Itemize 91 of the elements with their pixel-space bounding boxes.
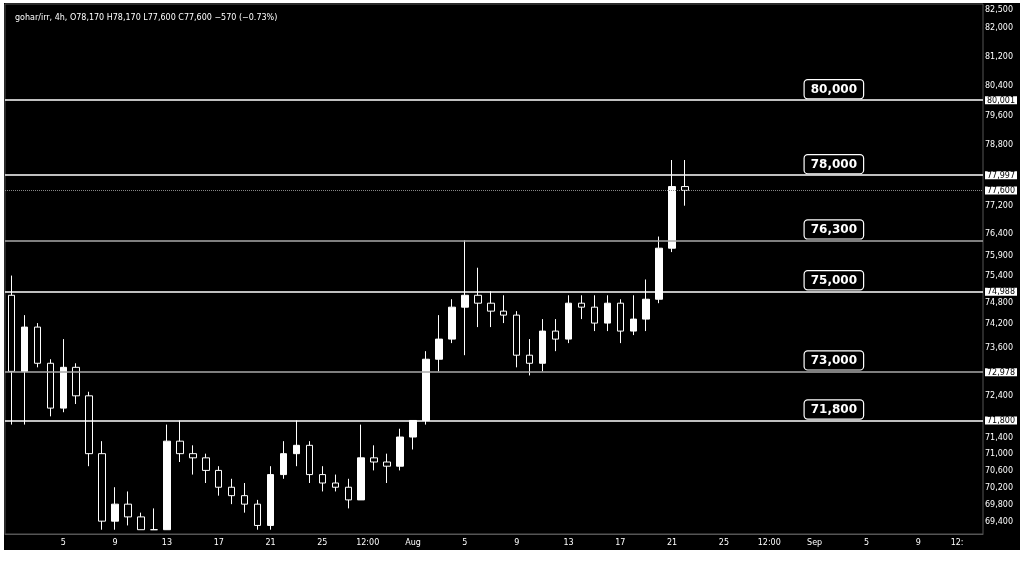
x-tick-label: 9 (112, 537, 118, 547)
candlestick (319, 465, 326, 492)
x-tick-label: 9 (915, 537, 921, 547)
candlestick (617, 298, 624, 344)
candlestick (202, 453, 210, 484)
candlestick (241, 482, 248, 514)
x-tick-label: 12: (950, 537, 964, 547)
x-tick-label: 21 (667, 537, 678, 547)
y-tick-label: 71,400 (985, 432, 1014, 442)
candlestick (370, 444, 378, 471)
candlestick (254, 499, 261, 531)
y-tick-label: 73,600 (985, 342, 1014, 352)
y-tick-label: 70,200 (985, 482, 1014, 492)
y-tick-label: 78,800 (985, 140, 1014, 150)
candlestick (111, 486, 119, 531)
y-tick-label: 70,600 (985, 465, 1014, 475)
ref-line-label: 76,300 (810, 222, 858, 237)
candlestick (500, 294, 507, 324)
ref-line-label: 71,800 (810, 402, 858, 417)
x-tick-label: 21 (265, 537, 276, 547)
x-tick-label: 12:00 (356, 537, 380, 547)
candlestick (137, 512, 145, 531)
y-tick-label: 81,200 (985, 51, 1014, 61)
candlestick (47, 358, 54, 417)
y-tick-label: 77,600 (987, 185, 1016, 195)
y-tick-label: 77,997 (987, 170, 1016, 180)
y-tick-label: 69,800 (985, 499, 1014, 509)
y-tick-label: 74,988 (987, 287, 1016, 297)
candlestick (578, 294, 585, 320)
candlestick (448, 298, 456, 344)
y-tick-label: 74,800 (985, 297, 1014, 307)
ref-line-label: 73,000 (810, 353, 858, 368)
x-tick-label: 25 (718, 537, 730, 547)
x-tick-label: Sep (807, 537, 823, 547)
y-tick-label: 71,800 (987, 415, 1016, 425)
x-tick-label: 5 (863, 537, 869, 547)
x-tick-label: 17 (213, 537, 224, 547)
candlestick (591, 294, 598, 332)
candlestick (267, 465, 274, 531)
x-tick-label: 17 (615, 537, 626, 547)
ref-line-label: 80,000 (810, 82, 858, 97)
candlestick (124, 490, 132, 526)
candlestick (332, 474, 339, 492)
candlestick (513, 310, 520, 368)
candlestick (60, 338, 67, 413)
x-tick-label: 5 (462, 537, 468, 547)
y-tick-label: 75,400 (985, 271, 1014, 281)
y-tick-label: 71,000 (985, 449, 1014, 459)
x-tick-label: 12:00 (757, 537, 781, 547)
ref-line-label: 75,000 (810, 273, 858, 288)
candlestick (357, 424, 365, 501)
y-tick-label: 80,001 (987, 95, 1016, 105)
y-tick-label: 82,500 (985, 4, 1014, 14)
x-tick-label: 13 (563, 537, 574, 547)
candlestick (163, 424, 171, 531)
candlestick (435, 314, 443, 372)
x-tick-label: Aug (405, 537, 421, 547)
candlestick (98, 440, 106, 531)
x-tick-label: 5 (60, 537, 66, 547)
y-tick-label: 69,400 (985, 516, 1014, 526)
y-tick-label: 72,400 (985, 391, 1014, 401)
candlestick (228, 478, 235, 505)
candlestick (552, 318, 559, 352)
y-tick-label: 77,200 (985, 201, 1014, 211)
y-tick-label: 76,400 (985, 229, 1014, 239)
y-tick-label: 75,900 (985, 251, 1014, 261)
candlestick (150, 507, 158, 531)
y-tick-label: 72,978 (987, 367, 1016, 377)
y-tick-label: 80,400 (985, 80, 1014, 90)
ref-line-label: 78,000 (810, 157, 858, 172)
text: gohar/irr, 4h, O78,170 H78,170 L77,600 C77,600 −570 (−0.73%) (15, 12, 278, 22)
candlestick (383, 453, 391, 484)
candlestick (526, 338, 533, 376)
candlestick (396, 428, 404, 471)
candlestick (539, 318, 546, 372)
candlestick (280, 440, 287, 480)
candlestick (630, 294, 637, 336)
candlestick (215, 465, 222, 497)
candlestick (604, 294, 611, 332)
candlestick (345, 478, 352, 509)
x-tick-label: 25 (317, 537, 328, 547)
candlestick (565, 294, 572, 344)
y-tick-label: 74,200 (985, 318, 1014, 328)
candlestick (306, 440, 313, 484)
x-tick-label: 13 (161, 537, 173, 547)
y-tick-label: 82,000 (985, 22, 1014, 32)
candlestick (189, 444, 197, 476)
candlestick (34, 322, 41, 368)
candlestick (72, 362, 80, 405)
y-tick-label: 79,600 (985, 110, 1014, 120)
x-tick-label: 9 (514, 537, 520, 547)
